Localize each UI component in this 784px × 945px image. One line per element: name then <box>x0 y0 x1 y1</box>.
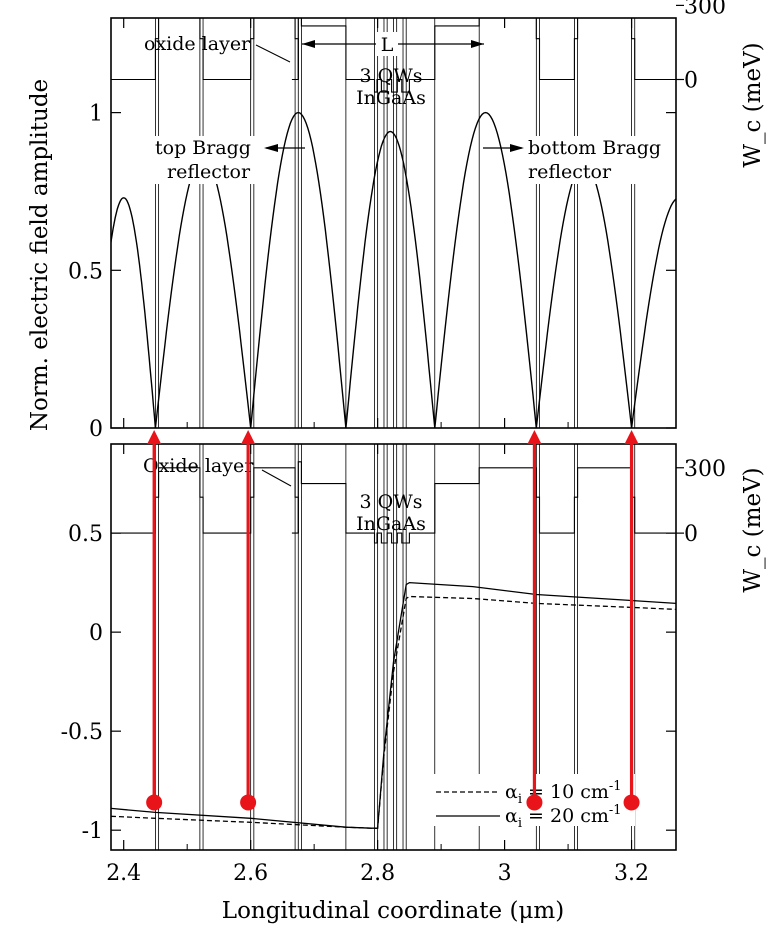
bottom-xtick-label-3: 3 <box>498 861 512 886</box>
bottom-panel: -1 -0.5 0 0.5 0 300 2.4 2.6 2.8 3 3.2 Oxide laye… <box>61 443 766 924</box>
bottom-rtick-label-1: 300 <box>684 457 726 482</box>
top-band-profile <box>111 18 676 428</box>
bottom-bragg-label-bg <box>525 136 668 184</box>
series-alpha-20 <box>111 581 676 829</box>
bottom-qw-line1: 3 QWs <box>360 491 423 513</box>
bottom-frame <box>110 443 677 851</box>
legend-label-dashed: αi = 10 cm-1 <box>505 779 622 807</box>
field-arch-6 <box>630 198 676 428</box>
bottom-xtick-label-2: 2.8 <box>360 861 395 886</box>
top-right-axis-title: W_c (meV) <box>740 42 766 167</box>
field-arch-0 <box>111 197 157 428</box>
bottom-ytick-label-1: -0.5 <box>61 720 103 745</box>
field-arch-2 <box>250 111 347 428</box>
red-dot-0 <box>146 794 163 811</box>
bottom-xtick-label-0: 2.4 <box>106 861 141 886</box>
top-ytick-label-1: 0.5 <box>68 259 103 284</box>
oxide-label: oxide layer <box>144 33 251 55</box>
field-arch-3 <box>345 130 436 428</box>
top-rtick-label-0: 0 <box>684 69 698 94</box>
red-markers <box>146 430 640 811</box>
profile-top-mirror <box>111 467 299 534</box>
red-dot-1 <box>240 794 257 811</box>
profile-cavity-bottom-mirror <box>297 18 676 93</box>
series-alpha-10 <box>111 595 676 829</box>
profile-top-mirror <box>111 18 299 81</box>
field-arch-5 <box>535 162 633 428</box>
bottom-ytick-label-2: 0 <box>89 621 103 646</box>
bottom-series <box>111 581 676 829</box>
bottom-bragg-line1: bottom Bragg <box>528 137 661 159</box>
bottom-ytick-label-0: -1 <box>82 819 103 844</box>
top-field-amplitude <box>111 111 676 428</box>
bottom-bragg-line2: reflector <box>528 161 612 183</box>
bottom-xtick-label-4: 3.2 <box>614 861 649 886</box>
bottom-qw-line2: InGaAs <box>356 513 426 535</box>
top-frame <box>110 17 677 429</box>
red-arrow-head-2 <box>527 430 542 444</box>
red-dot-2 <box>526 794 543 811</box>
x-axis-title: Longitudinal coordinate (μm) <box>222 898 564 924</box>
top-ytick-label-2: 1 <box>89 102 103 127</box>
cavity-arrow-left-head <box>302 40 315 48</box>
cavity-length-label: L <box>381 34 394 56</box>
top-ytick-label-0: 0 <box>89 417 103 442</box>
bottom-oxide-leader <box>261 469 292 487</box>
top-x-ticks <box>123 18 633 428</box>
red-arrow-head-1 <box>241 430 256 444</box>
cavity-arrow-right-head <box>471 40 484 48</box>
field-arch-4 <box>434 111 537 428</box>
bottom-ytick-label-3: 0.5 <box>68 522 103 547</box>
bottom-rtick-label-0: 0 <box>684 522 698 547</box>
legend-label-solid: αi = 20 cm-1 <box>505 803 622 831</box>
red-arrow-head-0 <box>147 430 162 444</box>
bottom-y-ticks: -1 -0.5 0 0.5 <box>61 522 676 844</box>
qw-label-line1: 3 QWs <box>360 65 423 87</box>
bottom-oxide-label: Oxide layer <box>143 455 254 477</box>
bottom-x-ticks: 2.4 2.6 2.8 3 3.2 <box>106 444 649 886</box>
bottom-right-ticks: 0 300 <box>676 457 726 547</box>
top-bragg-label-bg <box>153 136 261 184</box>
top-bragg-line1: top Bragg <box>155 137 251 159</box>
oxide-leader <box>255 44 291 63</box>
red-dot-3 <box>623 794 640 811</box>
top-y-axis-title: Norm. electric field amplitude <box>27 79 53 431</box>
cavity-label-bg <box>376 32 398 56</box>
bottom-right-axis-title: W_c (meV) <box>740 467 766 592</box>
top-right-ticks: 0 300 <box>676 0 726 94</box>
top-bragg-arrow-head <box>264 144 278 152</box>
bottom-bragg-arrow-head <box>510 144 524 152</box>
red-arrow-head-3 <box>624 430 639 444</box>
top-rtick-label-1: 300 <box>684 0 726 19</box>
top-y-ticks: 00.51 <box>68 102 676 442</box>
qw-label-line2: InGaAs <box>356 87 426 109</box>
top-bragg-line2: reflector <box>167 161 251 183</box>
bottom-xtick-label-1: 2.6 <box>233 861 268 886</box>
